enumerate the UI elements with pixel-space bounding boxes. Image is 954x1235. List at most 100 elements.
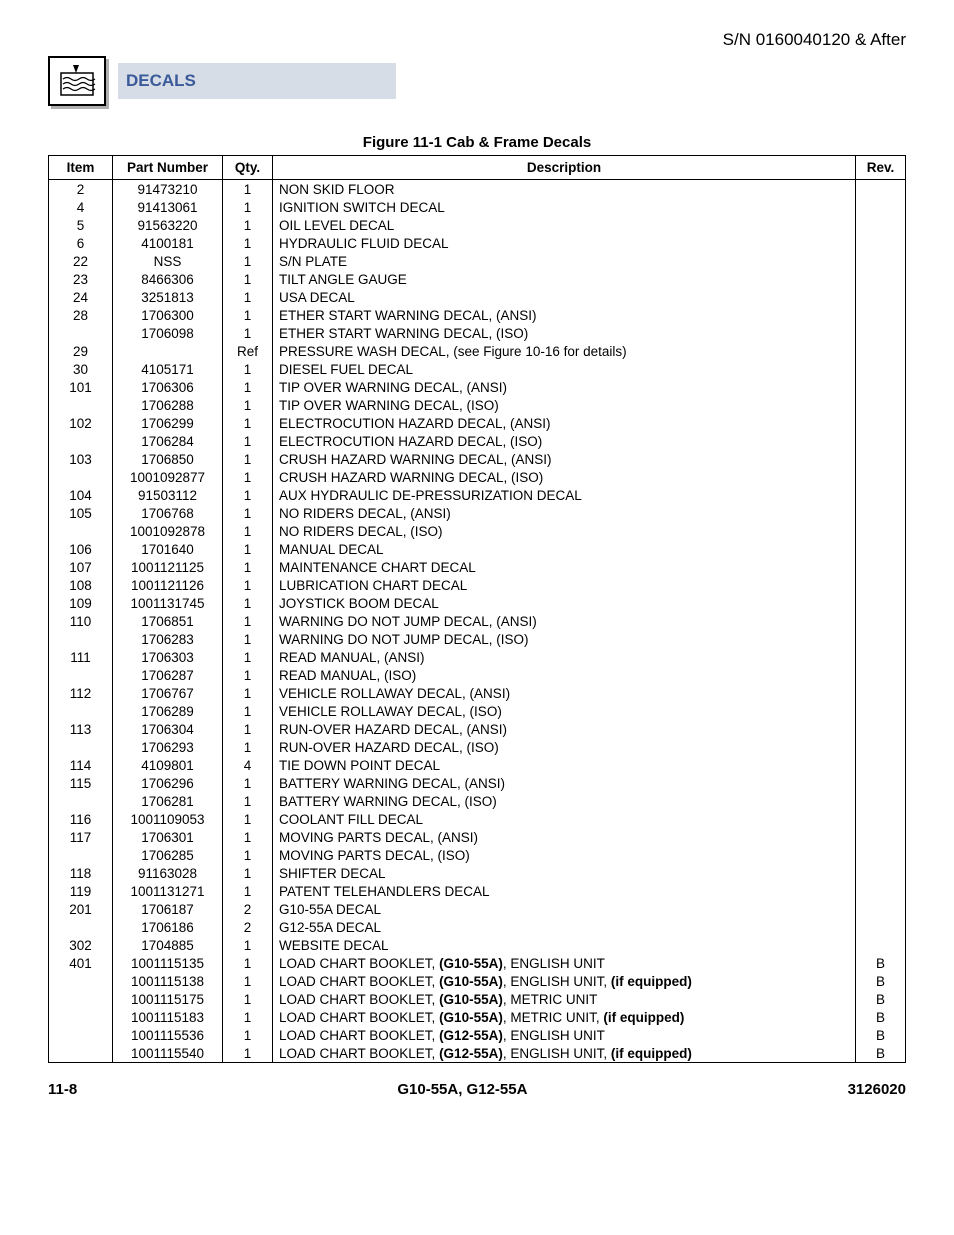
cell-part: 1001121125	[113, 558, 223, 576]
cell-item: 108	[49, 576, 113, 594]
table-row: 10011151751LOAD CHART BOOKLET, (G10-55A)…	[49, 990, 906, 1008]
cell-part: 1706287	[113, 666, 223, 684]
table-row: 10011155401LOAD CHART BOOKLET, (G12-55A)…	[49, 1044, 906, 1063]
cell-part: 1001115183	[113, 1008, 223, 1026]
cell-item	[49, 630, 113, 648]
table-row: 10011151831LOAD CHART BOOKLET, (G10-55A)…	[49, 1008, 906, 1026]
cell-qty: 1	[223, 558, 273, 576]
table-row: 17062891VEHICLE ROLLAWAY DECAL, (ISO)	[49, 702, 906, 720]
cell-item: 24	[49, 288, 113, 306]
cell-desc: READ MANUAL, (ANSI)	[273, 648, 856, 666]
cell-qty: 4	[223, 756, 273, 774]
cell-item: 102	[49, 414, 113, 432]
cell-qty: 1	[223, 234, 273, 252]
cell-desc: TILT ANGLE GAUGE	[273, 270, 856, 288]
th-item: Item	[49, 156, 113, 180]
cell-rev	[856, 630, 906, 648]
cell-desc: CRUSH HAZARD WARNING DECAL, (ISO)	[273, 468, 856, 486]
cell-rev	[856, 684, 906, 702]
table-row: 10517067681NO RIDERS DECAL, (ANSI)	[49, 504, 906, 522]
cell-part: 1706098	[113, 324, 223, 342]
cell-rev	[856, 612, 906, 630]
table-row: 10317068501CRUSH HAZARD WARNING DECAL, (…	[49, 450, 906, 468]
cell-part: 1706186	[113, 918, 223, 936]
cell-desc: HYDRAULIC FLUID DECAL	[273, 234, 856, 252]
cell-part: 1706851	[113, 612, 223, 630]
decal-icon	[48, 56, 106, 106]
cell-desc: OIL LEVEL DECAL	[273, 216, 856, 234]
cell-item: 116	[49, 810, 113, 828]
cell-rev	[856, 432, 906, 450]
table-row: 10617016401MANUAL DECAL	[49, 540, 906, 558]
cell-item	[49, 666, 113, 684]
cell-desc: RUN-OVER HAZARD DECAL, (ANSI)	[273, 720, 856, 738]
cell-item: 101	[49, 378, 113, 396]
table-row: 11441098014TIE DOWN POINT DECAL	[49, 756, 906, 774]
cell-desc: MAINTENANCE CHART DECAL	[273, 558, 856, 576]
cell-qty: 1	[223, 738, 273, 756]
cell-qty: 1	[223, 522, 273, 540]
table-row: 104915031121AUX HYDRAULIC DE-PRESSURIZAT…	[49, 486, 906, 504]
cell-desc: PATENT TELEHANDLERS DECAL	[273, 882, 856, 900]
cell-item	[49, 1008, 113, 1026]
cell-rev	[856, 216, 906, 234]
serial-number-text: S/N 0160040120 & After	[723, 30, 906, 50]
table-row: 5915632201OIL LEVEL DECAL	[49, 216, 906, 234]
cell-desc: LOAD CHART BOOKLET, (G10-55A), ENGLISH U…	[273, 972, 856, 990]
cell-qty: 1	[223, 1044, 273, 1063]
cell-desc: LOAD CHART BOOKLET, (G10-55A), METRIC UN…	[273, 990, 856, 1008]
cell-desc: LOAD CHART BOOKLET, (G12-55A), ENGLISH U…	[273, 1044, 856, 1063]
cell-desc: COOLANT FILL DECAL	[273, 810, 856, 828]
table-row: 11517062961BATTERY WARNING DECAL, (ANSI)	[49, 774, 906, 792]
cell-desc: MOVING PARTS DECAL, (ANSI)	[273, 828, 856, 846]
table-row: 11317063041RUN-OVER HAZARD DECAL, (ANSI)	[49, 720, 906, 738]
cell-item: 119	[49, 882, 113, 900]
cell-qty: 1	[223, 954, 273, 972]
table-row: 20117061872G10-55A DECAL	[49, 900, 906, 918]
cell-desc: PRESSURE WASH DECAL, (see Figure 10-16 f…	[273, 342, 856, 360]
table-row: 10011155361LOAD CHART BOOKLET, (G12-55A)…	[49, 1026, 906, 1044]
cell-qty: 1	[223, 504, 273, 522]
cell-rev	[856, 810, 906, 828]
th-qty: Qty.	[223, 156, 273, 180]
table-row: 118911630281SHIFTER DECAL	[49, 864, 906, 882]
cell-item	[49, 990, 113, 1008]
table-row: 4914130611IGNITION SWITCH DECAL	[49, 198, 906, 216]
cell-desc: WARNING DO NOT JUMP DECAL, (ANSI)	[273, 612, 856, 630]
cell-rev	[856, 486, 906, 504]
cell-item: 29	[49, 342, 113, 360]
cell-part: 91163028	[113, 864, 223, 882]
cell-item: 117	[49, 828, 113, 846]
cell-part: 1706187	[113, 900, 223, 918]
cell-rev	[856, 648, 906, 666]
cell-qty: 1	[223, 828, 273, 846]
cell-rev	[856, 900, 906, 918]
cell-desc: TIP OVER WARNING DECAL, (ANSI)	[273, 378, 856, 396]
cell-rev	[856, 828, 906, 846]
cell-qty: 1	[223, 936, 273, 954]
cell-item	[49, 1044, 113, 1063]
cell-item: 2	[49, 180, 113, 199]
cell-part: 4105171	[113, 360, 223, 378]
cell-rev	[856, 198, 906, 216]
table-row: 2384663061TILT ANGLE GAUGE	[49, 270, 906, 288]
cell-qty: 1	[223, 990, 273, 1008]
table-row: 2432518131USA DECAL	[49, 288, 906, 306]
cell-item	[49, 702, 113, 720]
cell-part	[113, 342, 223, 360]
parts-table: Item Part Number Qty. Description Rev. 2…	[48, 155, 906, 1063]
cell-rev	[856, 360, 906, 378]
cell-rev	[856, 234, 906, 252]
cell-qty: 1	[223, 216, 273, 234]
cell-part: 1001115138	[113, 972, 223, 990]
cell-rev: B	[856, 972, 906, 990]
section-title: DECALS	[118, 63, 396, 99]
cell-part: 3251813	[113, 288, 223, 306]
cell-qty: 1	[223, 774, 273, 792]
cell-rev	[856, 666, 906, 684]
cell-qty: 1	[223, 252, 273, 270]
cell-item: 5	[49, 216, 113, 234]
table-row: 10217062991ELECTROCUTION HAZARD DECAL, (…	[49, 414, 906, 432]
cell-part: 91503112	[113, 486, 223, 504]
cell-part: 1706288	[113, 396, 223, 414]
